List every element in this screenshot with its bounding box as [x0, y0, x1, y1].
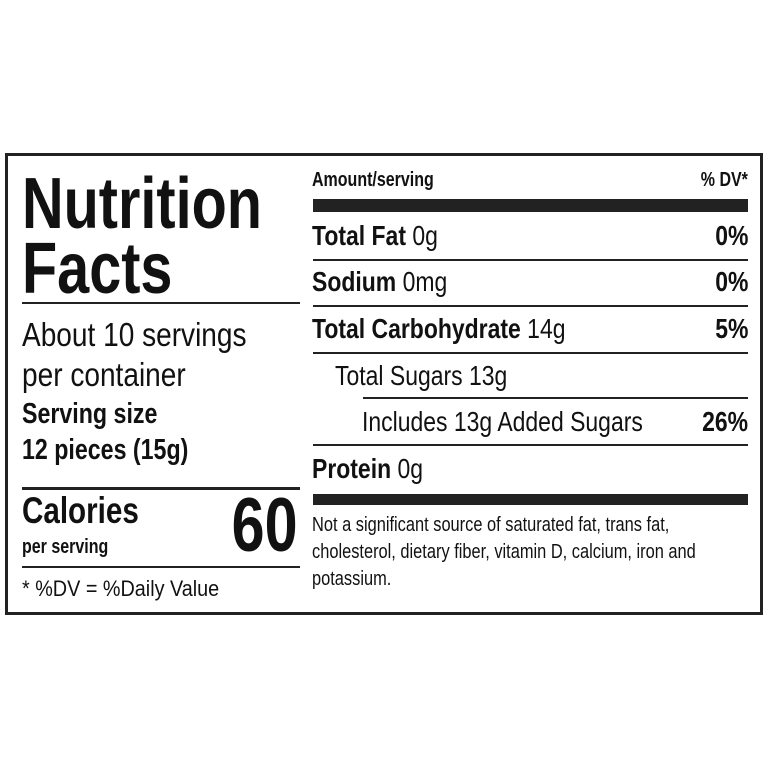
serving-size-value: 12 pieces (15g): [22, 434, 189, 466]
nutrient-amount: 0g: [412, 220, 438, 251]
divider: [313, 352, 748, 354]
divider: [313, 259, 748, 261]
nutrient-name: Includes 13g Added Sugars: [362, 406, 643, 437]
nutrient-name: Total Carbohydrate: [312, 313, 521, 344]
nutrient-row-protein: Protein 0g: [312, 455, 423, 483]
nutrient-row-total-sugars: Total Sugars 13g: [335, 360, 508, 391]
footnote-line-3: potassium.: [312, 568, 392, 590]
nutrient-dv: 0%: [714, 266, 748, 297]
divider: [22, 302, 300, 304]
footnote-line-1: Not a significant source of saturated fa…: [312, 514, 670, 536]
nutrient-amount: 0mg: [402, 266, 448, 297]
servings-per-container: About 10 servings: [22, 316, 247, 353]
divider: [22, 487, 300, 490]
footnote-line-2: cholesterol, dietary fiber, vitamin D, c…: [312, 541, 696, 563]
divider: [313, 305, 748, 307]
divider: [22, 566, 300, 568]
divider: [313, 444, 748, 446]
calories-value: 60: [232, 483, 298, 568]
servings-per-container-2: per container: [22, 356, 186, 393]
thick-divider: [313, 494, 748, 505]
amount-serving-header: Amount/serving: [312, 169, 434, 191]
nutrient-amount: 14g: [527, 313, 566, 344]
title-facts: Facts: [22, 229, 173, 309]
nutrient-name: Sodium: [312, 266, 397, 297]
nutrient-dv: 26%: [702, 406, 748, 437]
nutrition-facts-panel: [5, 153, 763, 615]
nutrient-dv: 0%: [714, 220, 748, 251]
thick-divider: [313, 199, 748, 212]
dv-header: % DV*: [700, 169, 748, 191]
calories-per-serving: per serving: [22, 536, 109, 558]
nutrient-amount: 0g: [397, 453, 424, 484]
divider: [363, 397, 748, 399]
nutrient-dv: 5%: [714, 313, 748, 344]
dv-note: * %DV = %Daily Value: [22, 576, 220, 601]
nutrient-name: Total Fat: [312, 220, 406, 251]
calories-label: Calories: [22, 490, 139, 531]
title-nutrition: Nutrition: [22, 164, 262, 244]
nutrient-name: Protein: [312, 453, 392, 484]
serving-size-label: Serving size: [22, 398, 158, 430]
